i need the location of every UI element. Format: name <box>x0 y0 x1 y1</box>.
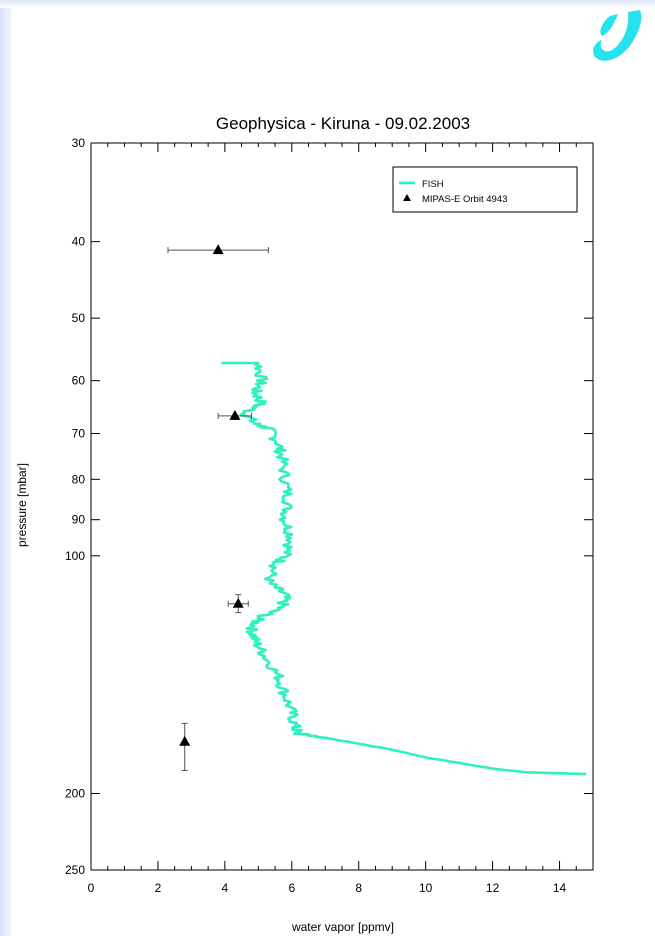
y-tick-label: 60 <box>72 374 86 388</box>
x-tick-label: 8 <box>355 881 362 895</box>
x-tick-label: 12 <box>486 881 500 895</box>
data-point-triangle <box>212 244 224 255</box>
legend-label-mipas: MIPAS-E Orbit 4943 <box>422 194 507 205</box>
x-tick-label: 0 <box>88 881 95 895</box>
y-tick-label: 250 <box>65 863 85 877</box>
x-tick-label: 6 <box>288 881 295 895</box>
y-tick-label: 80 <box>72 472 86 486</box>
legend-label-fish: FISH <box>422 179 444 190</box>
legend-marker-mipas <box>403 194 411 201</box>
data-point-triangle <box>229 409 241 420</box>
axis-ticks <box>90 142 594 871</box>
y-tick-label: 90 <box>72 513 86 527</box>
y-axis-label: pressure [mbar] <box>15 463 29 547</box>
y-tick-label: 40 <box>72 235 86 249</box>
x-tick-label: 14 <box>553 881 567 895</box>
legend: FISH MIPAS-E Orbit 4943 <box>392 166 578 213</box>
y-tick-label: 200 <box>65 786 85 800</box>
x-tick-labels: 0 2 4 6 8 10 12 14 <box>88 881 567 895</box>
y-tick-label: 100 <box>65 549 85 563</box>
x-tick-label: 10 <box>419 881 433 895</box>
y-tick-labels: 30 40 50 60 70 80 90 100 200 250 <box>65 136 85 877</box>
logo-swoosh-icon <box>593 10 642 61</box>
chart-title: Geophysica - Kiruna - 09.02.2003 <box>216 114 470 133</box>
x-tick-label: 2 <box>155 881 162 895</box>
x-tick-label: 4 <box>222 881 229 895</box>
data-point-triangle <box>232 597 244 608</box>
left-frame-gradient <box>0 0 12 936</box>
series-mipas-points <box>167 244 269 771</box>
series-line-fish <box>221 361 587 776</box>
top-frame-gradient <box>0 0 655 8</box>
data-point-triangle <box>179 735 191 746</box>
legend-box <box>392 166 578 213</box>
y-tick-label: 50 <box>72 311 86 325</box>
y-tick-label: 30 <box>72 136 86 150</box>
y-tick-label: 70 <box>72 427 86 441</box>
plot-frame <box>90 142 594 871</box>
x-axis-label: water vapor [ppmv] <box>291 920 394 934</box>
